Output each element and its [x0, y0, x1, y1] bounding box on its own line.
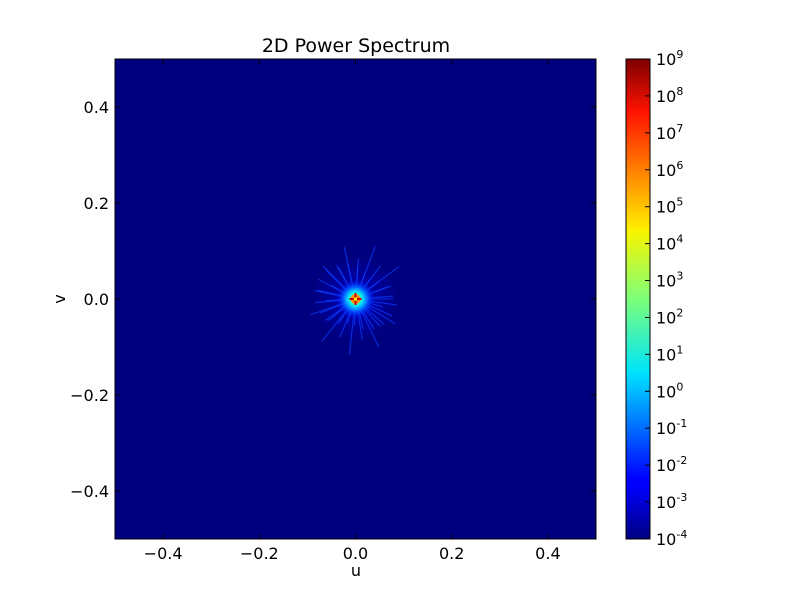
x-tick-label: −0.2 — [240, 544, 279, 563]
y-tick-label: 0.4 — [84, 98, 109, 117]
y-tick-label: −0.4 — [70, 482, 109, 501]
colorbar-tick-label: 105 — [656, 196, 683, 217]
colorbar: 10910810710610510410310210110010-110-210… — [625, 48, 687, 549]
colorbar-tick-label: 102 — [656, 306, 683, 327]
colorbar-tick-base: 10 — [656, 124, 676, 143]
colorbar-tick-exponent: 8 — [676, 85, 683, 98]
y-tick-label: 0.2 — [84, 194, 109, 213]
colorbar-tick-exponent: -1 — [676, 417, 687, 430]
colorbar-tick-exponent: 0 — [676, 380, 683, 393]
y-tick-label: −0.2 — [70, 386, 109, 405]
colorbar-tick-label: 10-3 — [656, 491, 687, 512]
colorbar-tick-base: 10 — [656, 87, 676, 106]
colorbar-tick-exponent: 5 — [676, 196, 683, 209]
colorbar-tick-base: 10 — [656, 382, 676, 401]
colorbar-gradient — [626, 59, 650, 539]
y-axis-label: v — [50, 294, 69, 303]
colorbar-tick-label: 107 — [656, 122, 683, 143]
colorbar-tick-base: 10 — [656, 419, 676, 438]
colorbar-tick-label: 108 — [656, 85, 683, 106]
colorbar-tick-base: 10 — [656, 198, 676, 217]
colorbar-tick-base: 10 — [656, 345, 676, 364]
colorbar-tick-label: 10-4 — [656, 528, 687, 549]
colorbar-tick-label: 104 — [656, 233, 683, 254]
colorbar-tick-exponent: 6 — [676, 159, 683, 172]
colorbar-tick-label: 10-2 — [656, 454, 687, 475]
colorbar-tick-base: 10 — [656, 308, 676, 327]
colorbar-tick-label: 100 — [656, 380, 683, 401]
colorbar-tick-exponent: -2 — [676, 454, 687, 467]
colorbar-tick-base: 10 — [656, 161, 676, 180]
colorbar-tick-exponent: 9 — [676, 48, 683, 61]
colorbar-tick-label: 109 — [656, 48, 683, 69]
x-axis-ticks: −0.4 −0.2 0.0 0.2 0.4 — [144, 59, 561, 563]
chart-title: 2D Power Spectrum — [262, 35, 450, 57]
colorbar-tick-exponent: -4 — [676, 528, 687, 541]
colorbar-tick-base: 10 — [656, 493, 676, 512]
x-tick-label: 0.2 — [439, 544, 464, 563]
colorbar-tick-base: 10 — [656, 235, 676, 254]
x-axis-label: u — [351, 561, 361, 580]
spectrum-peak-center — [353, 297, 358, 301]
colorbar-tick-exponent: 4 — [676, 233, 683, 246]
y-tick-label: 0.0 — [84, 290, 109, 309]
colorbar-frame — [625, 58, 651, 540]
colorbar-tick-label: 106 — [656, 159, 683, 180]
colorbar-tick-exponent: 7 — [676, 122, 683, 135]
heatmap-plot-area — [114, 58, 597, 540]
colorbar-tick-exponent: -3 — [676, 491, 687, 504]
colorbar-tick-exponent: 1 — [676, 343, 683, 356]
colorbar-tick-label: 10-1 — [656, 417, 687, 438]
colorbar-tick-base: 10 — [656, 530, 676, 549]
colorbar-tick-base: 10 — [656, 272, 676, 291]
colorbar-tick-base: 10 — [656, 50, 676, 69]
x-tick-label: −0.4 — [144, 544, 183, 563]
colorbar-ticks: 10910810710610510410310210110010-110-210… — [645, 48, 687, 549]
colorbar-tick-label: 101 — [656, 343, 683, 364]
colorbar-tick-exponent: 2 — [676, 306, 683, 319]
x-tick-label: 0.0 — [343, 544, 368, 563]
x-tick-label: 0.4 — [535, 544, 560, 563]
y-axis-ticks: −0.4 −0.2 0.0 0.2 0.4 — [70, 98, 596, 501]
colorbar-tick-exponent: 3 — [676, 270, 683, 283]
colorbar-tick-label: 103 — [656, 270, 683, 291]
colorbar-tick-base: 10 — [656, 456, 676, 475]
spectrum-peak-layer — [310, 246, 400, 355]
